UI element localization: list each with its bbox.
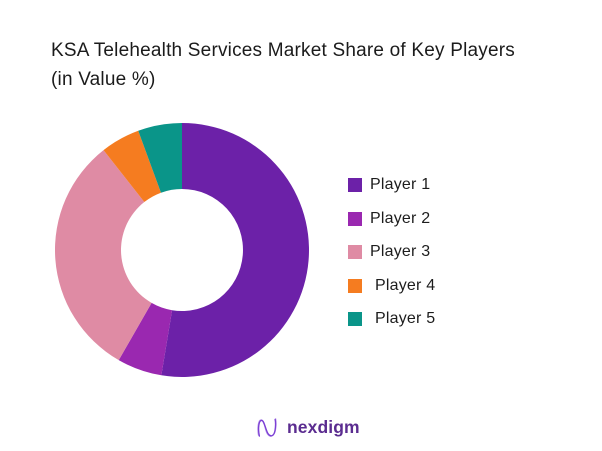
chart-title-line-2: (in Value %) <box>51 69 156 90</box>
chart-title-line-1: KSA Telehealth Services Market Share of … <box>51 40 515 61</box>
legend-swatch-player-4 <box>348 278 362 293</box>
chart-legend: Player 1 Player 2 Player 3 Player 4 Play… <box>348 175 435 343</box>
legend-label-player-2: Player 2 <box>370 209 431 227</box>
nexdigm-n-wave-icon <box>256 416 281 439</box>
nexdigm-logo: nexdigm <box>256 416 360 439</box>
legend-label-player-3: Player 3 <box>370 243 431 260</box>
legend-item-player-2: Player 2 <box>348 209 435 229</box>
legend-swatch-player-5 <box>348 312 362 326</box>
legend-label-player-4: Player 4 <box>375 276 436 294</box>
donut-chart-svg <box>55 123 309 377</box>
legend-swatch-player-1 <box>348 178 362 192</box>
donut-slice-player-1 <box>161 123 309 377</box>
donut-slice-player-5 <box>138 123 182 193</box>
legend-label-player-5: Player 5 <box>375 310 436 327</box>
legend-item-player-4: Player 4 <box>348 276 435 296</box>
donut-slice-player-2 <box>118 302 173 376</box>
legend-item-player-5: Player 5 <box>348 309 435 329</box>
donut-slice-player-3 <box>55 150 152 361</box>
legend-label-player-1: Player 1 <box>370 176 431 193</box>
nexdigm-logo-text: nexdigm <box>287 417 360 437</box>
legend-swatch-player-2 <box>348 211 362 226</box>
donut-slice-player-4 <box>103 130 161 203</box>
legend-swatch-player-3 <box>348 245 362 259</box>
legend-item-player-1: Player 1 <box>348 175 435 195</box>
donut-chart <box>55 123 309 377</box>
chart-title: KSA Telehealth Services Market Share of … <box>51 36 515 94</box>
legend-item-player-3: Player 3 <box>348 242 435 262</box>
